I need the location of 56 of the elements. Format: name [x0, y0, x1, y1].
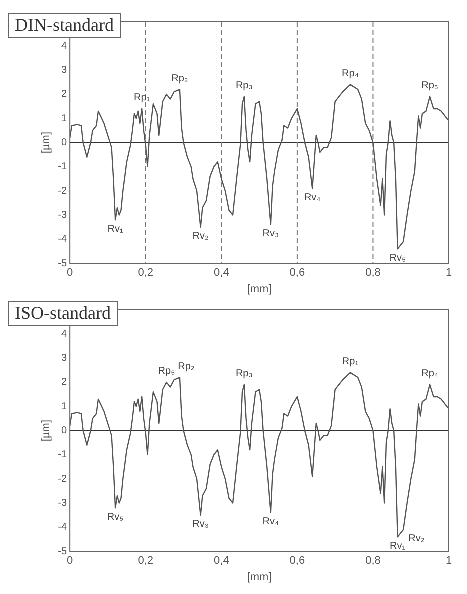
- y-tick-label: -4: [58, 522, 68, 534]
- annotation: Rv₂: [408, 534, 425, 545]
- annotation: Rv₅: [390, 252, 406, 264]
- y-tick-label: 2: [62, 89, 68, 100]
- x-tick-label: 0,4: [214, 267, 230, 280]
- x-tick-label: 0,2: [138, 267, 154, 280]
- annotation: Rp₅: [422, 80, 438, 92]
- chart-title: ISO-standard: [8, 301, 118, 326]
- x-axis-title: [mm]: [247, 571, 272, 584]
- chart-title: DIN-standard: [8, 13, 121, 38]
- annotation: Rp₁: [342, 356, 360, 368]
- y-tick-label: 1: [62, 113, 68, 124]
- y-axis-title: [µm]: [40, 420, 53, 442]
- y-tick-label: -2: [58, 474, 68, 485]
- y-tick-label: -2: [58, 186, 68, 197]
- y-tick-label: -1: [58, 450, 68, 461]
- x-tick-label: 1: [446, 555, 452, 568]
- annotation: Rv₃: [262, 228, 280, 240]
- x-tick-label: 1: [446, 267, 452, 280]
- x-tick-label: 0,8: [366, 267, 381, 280]
- annotation: Rv₃: [192, 519, 209, 530]
- y-tick-label: 1: [62, 401, 68, 412]
- x-tick-label: 0,4: [214, 555, 230, 568]
- y-tick-label: -3: [58, 498, 68, 510]
- y-tick-label: 0: [62, 138, 68, 149]
- annotation: Rv₁: [108, 224, 124, 235]
- annotation: Rp₄: [422, 368, 438, 380]
- y-tick-label: 0: [62, 426, 68, 437]
- y-tick-label: -3: [58, 210, 68, 222]
- annotation: Rv₂: [192, 231, 209, 242]
- y-tick-label: -5: [58, 258, 68, 270]
- y-tick-label: 4: [62, 40, 68, 52]
- y-axis-title: [µm]: [40, 132, 53, 154]
- y-tick-label: 4: [62, 328, 68, 340]
- y-tick-label: -4: [58, 234, 68, 246]
- annotation: Rp₅: [158, 366, 176, 378]
- annotation: Rv₄: [304, 192, 321, 204]
- x-tick-label: 0,8: [366, 555, 381, 568]
- y-tick-label: 2: [62, 377, 68, 388]
- annotation: Rp₃: [236, 368, 253, 380]
- x-tick-label: 0,6: [290, 267, 306, 280]
- annotation: Rp₁: [134, 92, 151, 104]
- y-tick-label: -5: [58, 546, 68, 558]
- x-tick-label: 0,6: [290, 555, 306, 568]
- x-tick-label: 0,2: [138, 555, 154, 568]
- annotation: Rp₃: [236, 80, 253, 92]
- annotation: Rp₂: [178, 361, 195, 372]
- y-tick-label: -1: [58, 162, 68, 173]
- y-tick-label: 3: [62, 65, 68, 76]
- annotation: Rv₁: [390, 540, 406, 552]
- annotation: Rv₅: [107, 512, 124, 523]
- y-tick-label: 3: [62, 353, 68, 364]
- annotation: Rv₄: [262, 516, 280, 528]
- annotation: Rp₄: [342, 68, 359, 80]
- annotation: Rp₂: [172, 73, 188, 84]
- x-axis-title: [mm]: [247, 283, 272, 296]
